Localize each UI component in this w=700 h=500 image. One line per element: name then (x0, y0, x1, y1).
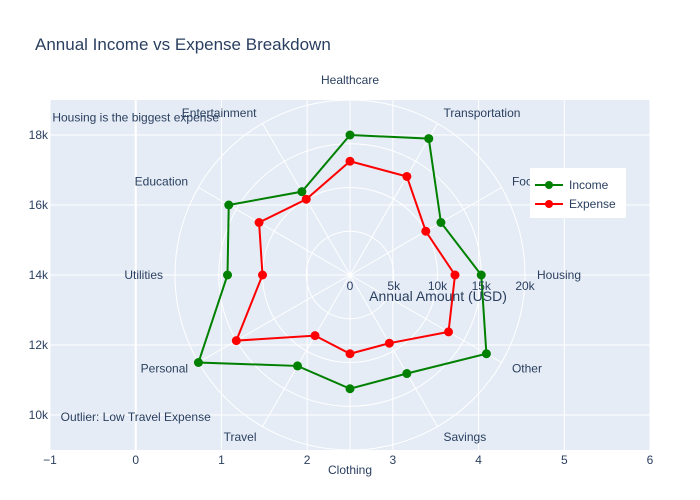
x-tick-label: 5 (561, 453, 568, 467)
labels-layer: −1 0 1 2 3 4 5 6 10k 12k 14k 16k 18k 0 5k 10k 15k 20k Annu… (29, 73, 654, 477)
radial-tick-label: 10k (428, 279, 448, 293)
data-point (345, 384, 355, 394)
polar-spoke (198, 274, 351, 363)
data-point (424, 134, 434, 144)
x-tick-label: −1 (43, 453, 57, 467)
data-point (224, 200, 234, 210)
y-tick-label: 14k (29, 268, 49, 282)
radial-axis-title: Annual Amount (USD) (369, 288, 507, 304)
series-income (193, 130, 491, 394)
x-tick-label: 4 (475, 453, 482, 467)
polar-spoke (349, 274, 438, 427)
polar-spoke (349, 274, 502, 363)
data-point (345, 156, 355, 166)
x-tick-label: 1 (218, 453, 225, 467)
radial-tick-label: 5k (387, 279, 401, 293)
radial-tick-label: 20k (515, 279, 535, 293)
data-point (345, 130, 355, 140)
legend-swatch-marker (545, 181, 553, 189)
data-point (402, 171, 412, 181)
category-label: Education (135, 175, 188, 189)
y-tick-label: 10k (29, 408, 49, 422)
legend-label: Expense (569, 197, 616, 211)
data-point (402, 369, 412, 379)
data-point (384, 338, 394, 348)
annotation-text: Housing is the biggest expense (52, 111, 219, 125)
data-point (444, 327, 454, 337)
y-tick-label: 12k (29, 338, 49, 352)
data-point (476, 270, 486, 280)
data-point (223, 270, 232, 280)
category-label: Healthcare (321, 73, 379, 87)
x-tick-label: 3 (390, 453, 397, 467)
radial-tick-label: 0 (347, 279, 354, 293)
category-label: Entertainment (182, 106, 257, 120)
series-expense (231, 156, 460, 359)
category-label: Housing (537, 268, 581, 282)
category-label: Savings (444, 430, 487, 444)
category-label: Personal (141, 362, 188, 376)
data-point (293, 361, 302, 371)
category-label: Travel (224, 430, 257, 444)
data-point (310, 331, 320, 341)
data-point (231, 336, 241, 346)
x-tick-label: 2 (304, 453, 311, 467)
legend-box (530, 168, 626, 218)
category-label: Transportation (444, 106, 521, 120)
data-point (450, 270, 460, 280)
category-label: Utilities (124, 268, 163, 282)
data-point (193, 358, 203, 367)
category-label: Clothing (328, 463, 372, 477)
data-point (436, 218, 446, 227)
data-point (301, 194, 311, 204)
radial-tick-label: 15k (472, 279, 492, 293)
polar-spoke (198, 187, 351, 276)
chart-title: Annual Income vs Expense Breakdown (35, 35, 331, 54)
y-tick-label: 16k (29, 198, 49, 212)
legend: Income Expense (530, 168, 626, 218)
x-tick-label: 6 (647, 453, 654, 467)
polar-spoke (349, 123, 438, 276)
annotation-text: Outlier: Low Travel Expense (61, 410, 211, 424)
data-point (345, 349, 355, 359)
y-tick-label: 18k (29, 128, 49, 142)
legend-label: Income (569, 178, 609, 192)
polar-spoke (262, 274, 351, 427)
data-point (421, 226, 431, 236)
data-point (254, 218, 264, 227)
data-point (481, 349, 491, 359)
data-point (258, 270, 267, 280)
series-layer (193, 130, 491, 394)
legend-swatch-marker (545, 200, 553, 208)
x-tick-label: 0 (132, 453, 139, 467)
category-label: Other (512, 362, 542, 376)
data-point (297, 187, 307, 197)
